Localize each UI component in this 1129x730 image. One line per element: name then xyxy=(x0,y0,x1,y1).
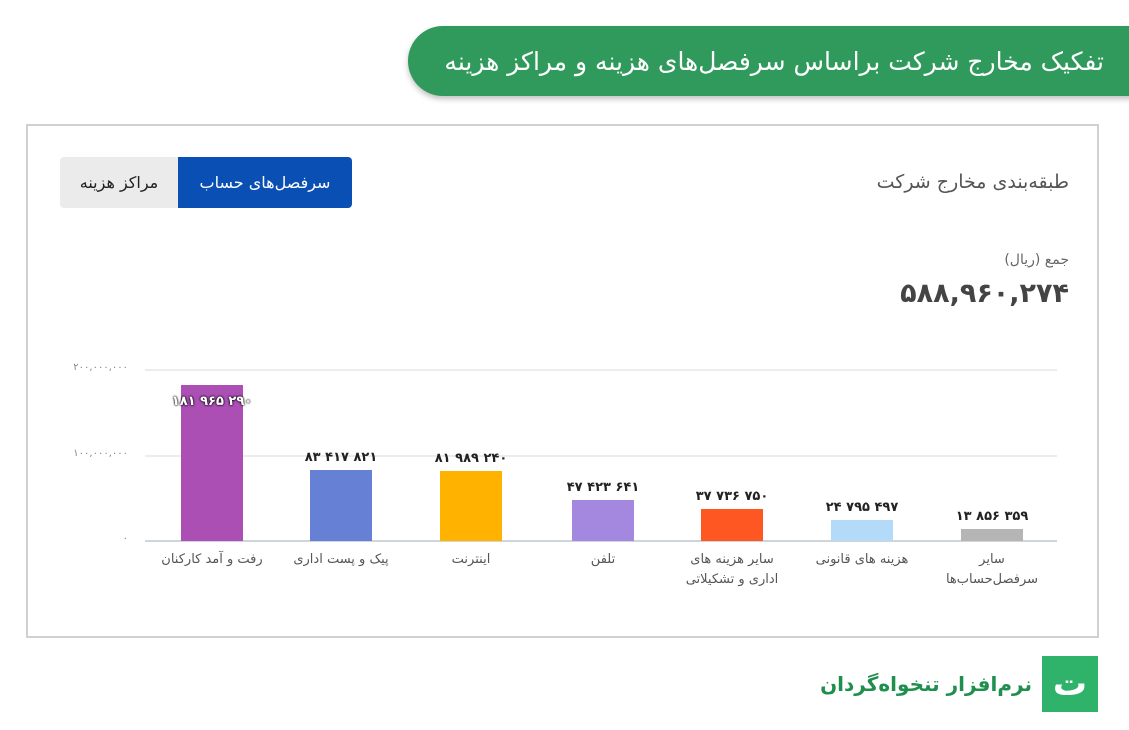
y-tick-label: ۰ xyxy=(122,533,128,544)
x-category-label: هزینه های قانونی xyxy=(787,550,937,570)
x-axis-baseline xyxy=(145,540,1057,542)
x-category-label-line: سایر هزینه های xyxy=(690,552,774,567)
x-category-label-line: سایر xyxy=(979,552,1005,567)
total-label: جمع (ریال) xyxy=(1004,252,1069,268)
page-title: تفکیک مخارج شرکت براساس سرفصل‌های هزینه … xyxy=(444,46,1104,76)
x-category-label-line: اینترنت xyxy=(451,552,491,567)
footer-brand: ت نرم‌افزار تنخواه‌گردان xyxy=(820,656,1098,712)
x-category-label: پیک و پست اداری xyxy=(266,550,416,570)
gridline xyxy=(145,454,1057,457)
bar-3[interactable] xyxy=(440,470,502,541)
bar-chart: ۰ ۱۰۰,۰۰۰,۰۰۰ ۲۰۰,۰۰۰,۰۰۰ ۱۸۱ ۹۶۵ ۲۹۰ رفت و … xyxy=(28,126,1101,640)
total-value: ۵۸۸,۹۶۰,۲۷۴ xyxy=(900,278,1069,309)
bar-value-label: ۲۴ ۷۹۵ ۴۹۷ xyxy=(825,499,899,515)
x-category-label-line: اداری و تشکیلاتی xyxy=(685,572,779,587)
bar-value-label: ۱۸۱ ۹۶۵ ۲۹۰ xyxy=(171,394,253,410)
card-title: طبقه‌بندی مخارج شرکت xyxy=(876,171,1069,193)
x-category-label: تلفن xyxy=(528,550,678,570)
x-category-label-line: تلفن xyxy=(590,552,616,567)
bar-value-label: ۳۷ ۷۳۶ ۷۵۰ xyxy=(695,488,769,504)
bar-7[interactable] xyxy=(961,529,1023,541)
bar-6[interactable] xyxy=(831,519,893,541)
bar-value-label: ۴۷ ۴۲۳ ۶۴۱ xyxy=(566,480,640,496)
view-tabs: مراکز هزینه سرفصل‌های حساب xyxy=(60,157,352,208)
y-tick-label: ۲۰۰,۰۰۰,۰۰۰ xyxy=(73,362,128,373)
x-category-label: سایر هزینه های اداری و تشکیلاتی xyxy=(657,550,807,590)
x-category-label-line: هزینه های قانونی xyxy=(815,552,909,567)
brand-name: نرم‌افزار تنخواه‌گردان xyxy=(820,672,1032,696)
x-category-label-line: سرفصل‌حساب‌ها xyxy=(945,572,1039,587)
x-category-label: رفت و آمد کارکنان xyxy=(137,550,287,570)
tab-account-headings-label: سرفصل‌های حساب xyxy=(199,173,331,192)
brand-logo-icon: ت xyxy=(1042,656,1098,712)
bar-value-label: ۸۱ ۹۸۹ ۲۴۰ xyxy=(434,450,508,466)
logo-glyph: ت xyxy=(1052,664,1088,704)
bar-value-label: ۱۳ ۸۵۶ ۳۵۹ xyxy=(955,509,1029,525)
tab-cost-centers[interactable]: مراکز هزینه xyxy=(60,157,178,208)
x-category-label-line: رفت و آمد کارکنان xyxy=(161,552,263,567)
bar-2[interactable] xyxy=(310,469,372,541)
page-title-banner: تفکیک مخارج شرکت براساس سرفصل‌های هزینه … xyxy=(408,26,1129,96)
bar-1[interactable] xyxy=(181,385,243,541)
y-tick-label: ۱۰۰,۰۰۰,۰۰۰ xyxy=(73,447,128,459)
x-category-label-line: پیک و پست اداری xyxy=(293,552,389,567)
expense-classification-card: مراکز هزینه سرفصل‌های حساب طبقه‌بندی مخا… xyxy=(26,124,1099,638)
gridline xyxy=(145,369,1057,371)
bar-value-label: ۸۳ ۴۱۷ ۸۲۱ xyxy=(304,449,378,465)
tab-cost-centers-label: مراکز هزینه xyxy=(79,173,159,192)
bar-5[interactable] xyxy=(701,508,763,541)
tab-account-headings[interactable]: سرفصل‌های حساب xyxy=(178,157,352,208)
x-category-label: سایر سرفصل‌حساب‌ها xyxy=(917,550,1067,590)
bar-4[interactable] xyxy=(572,500,634,541)
x-category-label: اینترنت xyxy=(396,550,546,570)
